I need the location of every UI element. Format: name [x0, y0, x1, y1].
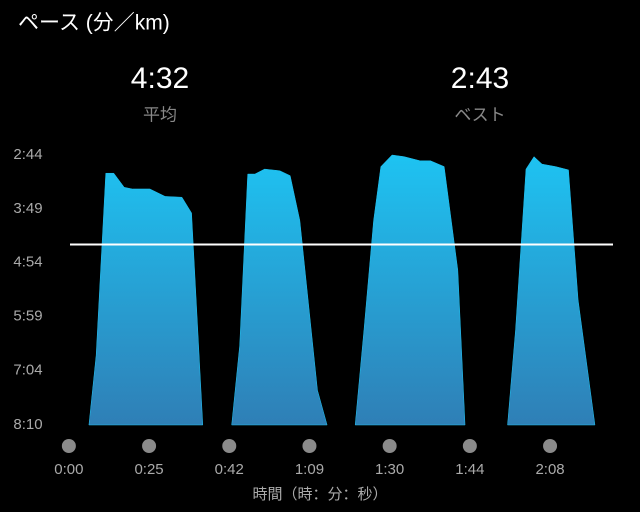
x-tick-dot — [61, 439, 76, 453]
x-tick-dot — [222, 439, 237, 453]
x-tick-label: 0:25 — [134, 461, 163, 478]
y-tick-label: 3:49 — [13, 200, 42, 217]
x-tick-dot — [302, 439, 317, 453]
average-caption: 平均 — [143, 105, 177, 124]
y-tick-label: 4:54 — [13, 254, 42, 271]
x-tick-label: 1:30 — [375, 461, 404, 478]
x-tick-dot — [142, 439, 157, 453]
chart-title: ペース (分／km) — [18, 12, 170, 35]
x-tick-label: 2:08 — [535, 461, 564, 478]
x-axis-label: 時間（時：分：秒） — [252, 486, 387, 503]
y-tick-label: 2:44 — [13, 146, 42, 163]
x-tick-dot — [382, 439, 397, 453]
x-tick-label: 0:42 — [215, 461, 244, 478]
x-tick-label: 1:44 — [455, 461, 484, 478]
average-value: 4:32 — [131, 62, 189, 95]
y-tick-label: 8:10 — [13, 416, 42, 433]
x-tick-label: 1:09 — [295, 461, 324, 478]
best-value: 2:43 — [451, 62, 509, 95]
best-caption: ベスト — [454, 105, 505, 124]
x-tick-label: 0:00 — [54, 461, 83, 478]
y-tick-label: 7:04 — [13, 361, 42, 378]
pace-area — [88, 154, 596, 426]
x-tick-dot — [543, 439, 558, 453]
x-tick-dot — [462, 439, 477, 453]
y-tick-label: 5:59 — [13, 307, 42, 324]
